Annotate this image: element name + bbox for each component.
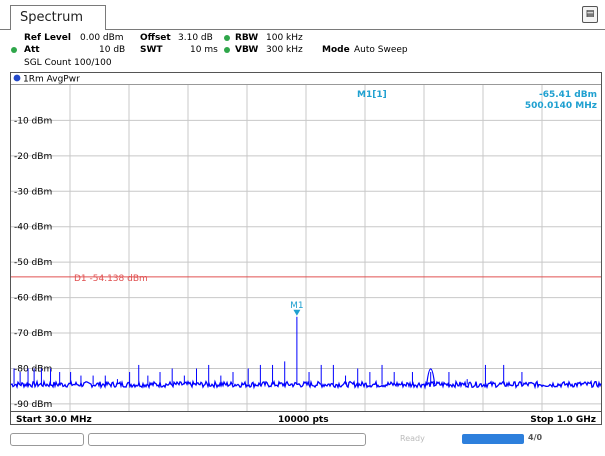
marker-level: -65.41 dBm xyxy=(539,90,597,100)
marker-frequency: 500.0140 MHz xyxy=(525,101,597,111)
y-tick-label: -90 dBm xyxy=(14,400,52,410)
softkey-left[interactable] xyxy=(10,433,84,446)
y-tick-label: -60 dBm xyxy=(14,294,52,304)
y-tick-label: -70 dBm xyxy=(14,329,52,339)
sweep-points[interactable]: 10000 pts xyxy=(278,415,329,425)
start-frequency[interactable]: Start 30.0 MHz xyxy=(16,415,92,425)
window-menu-icon[interactable]: ▤ xyxy=(582,6,598,23)
swt-label: SWT xyxy=(140,45,163,55)
vbw-status-dot xyxy=(224,47,230,53)
rbw-value[interactable]: 100 kHz xyxy=(266,33,303,43)
ref-level-value[interactable]: 0.00 dBm xyxy=(80,33,124,43)
mode-label: Mode xyxy=(322,45,350,55)
trace-bump xyxy=(426,368,436,385)
vbw-value[interactable]: 300 kHz xyxy=(266,45,303,55)
trace-indicator-icon xyxy=(13,74,21,82)
sweep-progress-bar xyxy=(462,434,524,444)
swt-value[interactable]: 10 ms xyxy=(190,45,218,55)
display-line-label: D1 -54.138 dBm xyxy=(74,274,148,284)
rbw-status-dot xyxy=(224,35,230,41)
y-tick-label: -10 dBm xyxy=(14,116,52,126)
att-label: Att xyxy=(24,45,40,55)
tab-spectrum[interactable]: Spectrum xyxy=(10,5,106,30)
tab-label: Spectrum xyxy=(20,10,83,25)
sgl-count: SGL Count 100/100 xyxy=(24,58,112,68)
y-tick-label: -50 dBm xyxy=(14,258,52,268)
progress-count: 4/0 xyxy=(528,433,543,442)
marker-tag: M1 xyxy=(290,301,304,311)
marker-name: M1[1] xyxy=(357,90,387,100)
status-text: Ready xyxy=(400,434,425,443)
stop-frequency[interactable]: Stop 1.0 GHz xyxy=(530,415,596,425)
tab-divider xyxy=(0,29,605,30)
spectrum-plot: 1Rm AvgPwr -10 dBm -20 dBm -30 dBm -40 dBm -… xyxy=(10,72,602,425)
trace-label: 1Rm AvgPwr xyxy=(23,75,80,85)
ref-level-label: Ref Level xyxy=(24,33,71,43)
marker-triangle-icon xyxy=(293,309,301,316)
y-tick-label: -40 dBm xyxy=(14,223,52,233)
y-tick-label: -20 dBm xyxy=(14,152,52,162)
vbw-label: VBW xyxy=(235,45,259,55)
att-value[interactable]: 10 dB xyxy=(99,45,126,55)
y-tick-label: -80 dBm xyxy=(14,364,52,374)
offset-value[interactable]: 3.10 dB xyxy=(178,33,213,43)
att-status-dot xyxy=(11,47,17,53)
trace-noise-floor xyxy=(10,379,602,390)
offset-label: Offset xyxy=(140,33,171,43)
y-tick-label: -30 dBm xyxy=(14,187,52,197)
mode-value[interactable]: Auto Sweep xyxy=(354,45,408,55)
status-message-field xyxy=(88,433,366,446)
rbw-label: RBW xyxy=(235,33,259,43)
